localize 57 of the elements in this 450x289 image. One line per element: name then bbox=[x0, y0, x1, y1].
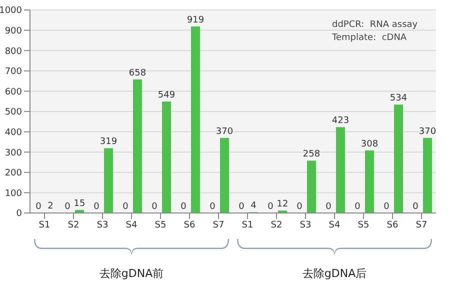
x-tick-label: S4 bbox=[126, 220, 138, 230]
x-tick-label: S4 bbox=[328, 220, 340, 230]
x-tick-label: S1 bbox=[242, 220, 254, 230]
data-label: 0 bbox=[36, 202, 42, 212]
data-label: 0 bbox=[122, 202, 129, 212]
data-label: 0 bbox=[354, 202, 361, 212]
data-label: 0 bbox=[326, 202, 332, 212]
data-label: 0 bbox=[94, 202, 100, 212]
data-label: 0 bbox=[210, 202, 216, 212]
y-tick-label: 100 bbox=[4, 188, 22, 199]
y-tick-label: 700 bbox=[4, 67, 22, 78]
data-label: 319 bbox=[100, 137, 118, 148]
data-label: 0 bbox=[238, 202, 245, 212]
x-tick-label: S5 bbox=[154, 220, 166, 230]
y-tick-label: 0 bbox=[16, 209, 22, 220]
y-tick-label: 900 bbox=[4, 26, 22, 36]
data-label: 0 bbox=[296, 202, 303, 212]
y-tick-label: 500 bbox=[4, 108, 22, 118]
y-tick-label: 200 bbox=[4, 168, 22, 179]
data-label: 0 bbox=[64, 202, 71, 212]
x-tick-label: S5 bbox=[358, 220, 370, 230]
y-tick-label: 600 bbox=[4, 87, 22, 98]
data-label: 919 bbox=[186, 15, 204, 26]
annotation: ddPCR: RNA assay bbox=[332, 20, 418, 30]
x-tick-label: S2 bbox=[68, 220, 80, 230]
data-label: 258 bbox=[302, 150, 320, 160]
data-label: 0 bbox=[384, 202, 390, 212]
data-label: 12 bbox=[276, 200, 288, 210]
x-tick-label: S3 bbox=[300, 220, 312, 230]
data-label: 308 bbox=[360, 139, 378, 150]
data-label: 549 bbox=[158, 90, 176, 101]
x-tick-label: S2 bbox=[270, 220, 282, 230]
x-tick-label: S1 bbox=[38, 220, 50, 230]
x-tick-label: S3 bbox=[96, 220, 108, 230]
data-label: 423 bbox=[332, 116, 350, 126]
data-label: 370 bbox=[216, 126, 234, 137]
x-tick-label: S7 bbox=[416, 220, 428, 230]
annotation: Template: cDNA bbox=[332, 33, 407, 43]
data-label: 534 bbox=[390, 94, 408, 104]
data-label: 658 bbox=[128, 68, 146, 78]
text: 去除gDNA后 bbox=[302, 267, 367, 280]
data-label: 0 bbox=[180, 202, 187, 212]
text: 去除gDNA前 bbox=[99, 267, 164, 280]
y-tick-label: 300 bbox=[4, 148, 22, 158]
data-label: 4 bbox=[250, 201, 257, 212]
data-label: 15 bbox=[74, 198, 86, 209]
y-tick-label: 400 bbox=[4, 128, 22, 138]
data-label: 2 bbox=[48, 202, 54, 212]
data-label: 370 bbox=[418, 126, 436, 137]
x-tick-label: S7 bbox=[212, 220, 224, 230]
x-tick-label: S6 bbox=[184, 220, 196, 230]
data-label: 0 bbox=[152, 202, 158, 212]
y-tick-label: 800 bbox=[4, 46, 22, 57]
data-label: 0 bbox=[412, 202, 419, 212]
y-tick-label: 1000 bbox=[0, 6, 22, 16]
data-label: 0 bbox=[268, 202, 274, 212]
x-tick-label: S6 bbox=[386, 220, 398, 230]
